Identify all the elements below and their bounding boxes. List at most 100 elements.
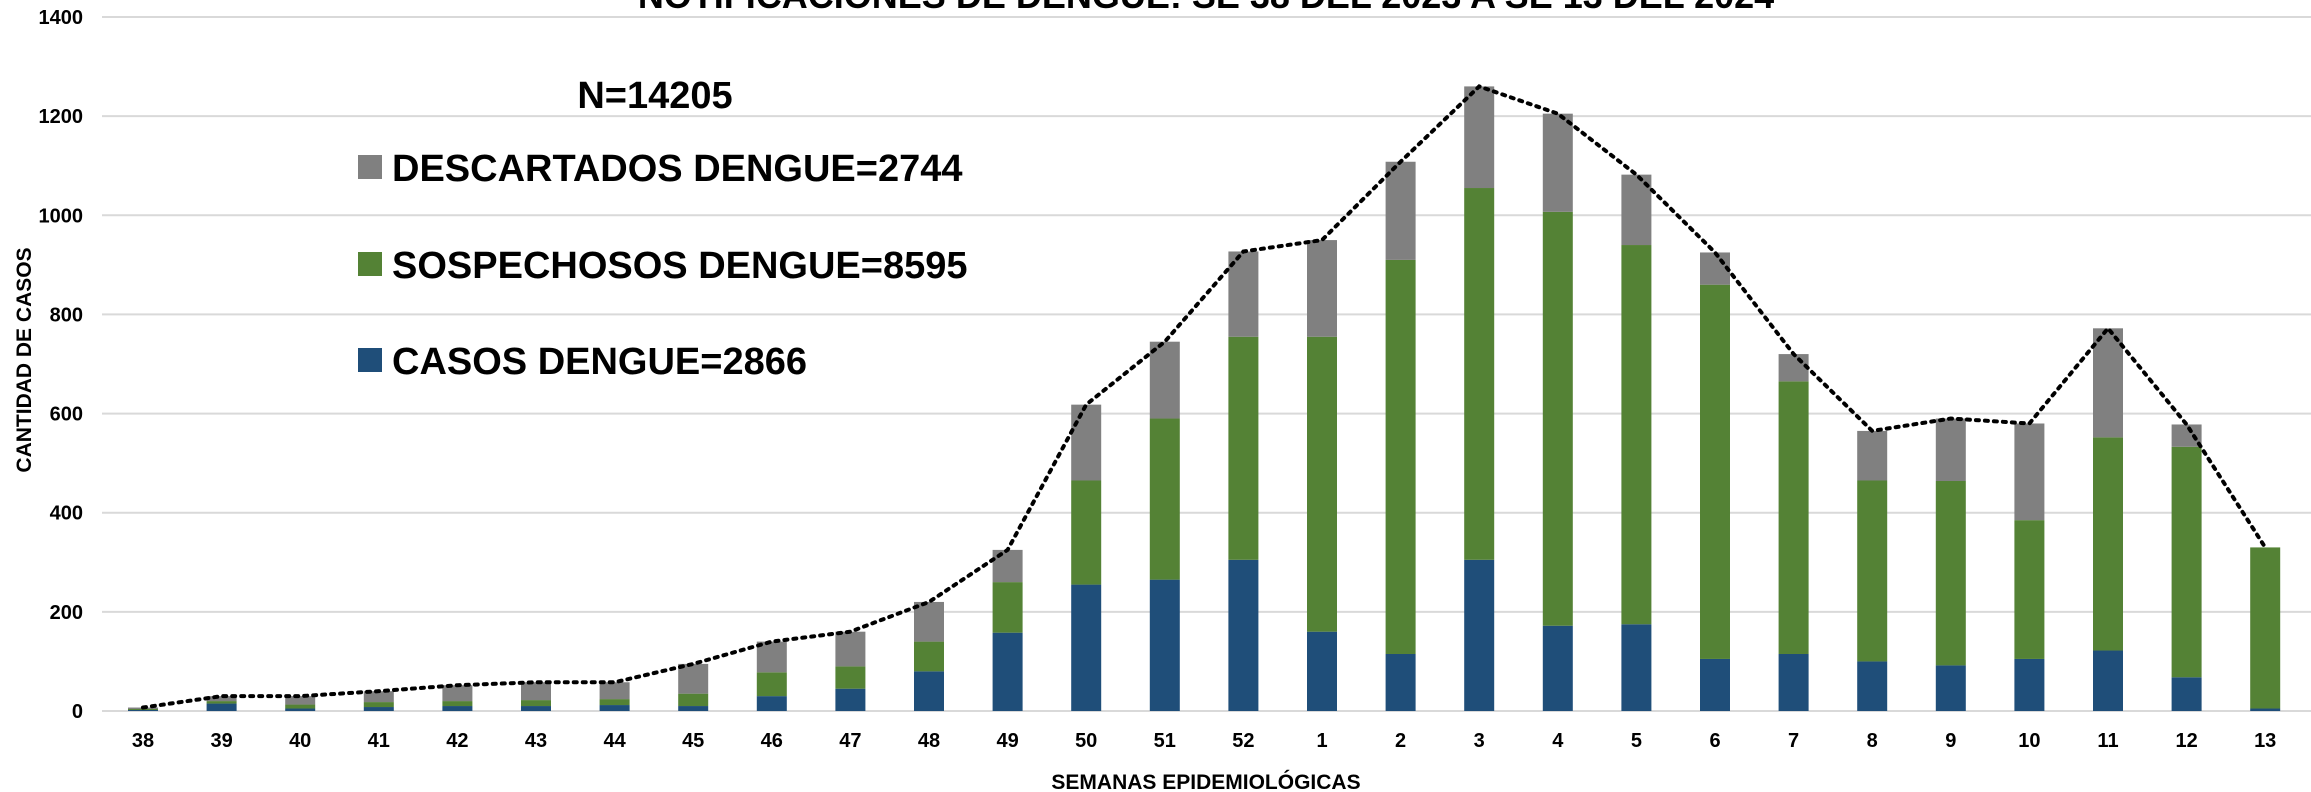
x-tick-label: 7 xyxy=(1788,730,1799,752)
bar-segment-0 xyxy=(128,710,158,711)
bar-segment-0 xyxy=(1857,661,1888,711)
bar-segment-2 xyxy=(1778,354,1809,382)
chart-title: NOTIFICACIONES DE DENGUE: SE 38 DEL 2023… xyxy=(638,0,1774,16)
bar-segment-2 xyxy=(599,682,630,700)
x-axis-title: SEMANAS EPIDEMIOLÓGICAS xyxy=(1051,770,1360,792)
bar-segment-1 xyxy=(442,701,473,707)
bar-segment-2 xyxy=(1149,341,1180,419)
x-tick-label: 10 xyxy=(2018,730,2040,752)
x-tick-label: 1 xyxy=(1316,730,1327,752)
legend-swatch-0 xyxy=(358,348,382,372)
bar-segment-1 xyxy=(363,702,394,708)
bar-segment-1 xyxy=(521,700,551,707)
x-tick-label: 42 xyxy=(446,730,468,752)
bar-segment-1 xyxy=(2250,547,2281,709)
bar-segment-0 xyxy=(835,688,866,711)
legend-swatch-1 xyxy=(358,252,382,276)
bar-segment-2 xyxy=(1385,161,1416,260)
bar-segment-1 xyxy=(206,701,237,704)
bar-segment-1 xyxy=(285,704,316,709)
y-tick-label: 1000 xyxy=(39,205,84,227)
bar-segment-2 xyxy=(1071,404,1102,481)
x-tick-label: 4 xyxy=(1552,730,1564,752)
bar-segment-0 xyxy=(756,696,787,711)
bar-segment-1 xyxy=(2171,446,2202,678)
y-tick-label: 600 xyxy=(50,404,83,426)
bar-segment-1 xyxy=(1542,211,1573,626)
bar-segment-0 xyxy=(442,706,473,711)
legend-label-2: DESCARTADOS DENGUE=2744 xyxy=(392,148,963,190)
bar-segment-2 xyxy=(2093,328,2123,438)
bar-segment-2 xyxy=(442,685,473,702)
bar-segment-0 xyxy=(1228,559,1259,711)
bar-segment-1 xyxy=(1385,259,1416,654)
bar-segment-2 xyxy=(206,696,237,702)
bar-segment-2 xyxy=(1935,418,1966,481)
bar-segment-0 xyxy=(678,706,709,711)
bar-segment-2 xyxy=(914,601,944,642)
x-axis-ticks: 38 39 40 41 42 43 44 45 46 47 48 49 50 51 52 1 2 3 4 5 6 7 8 9 1… xyxy=(132,730,2276,752)
bar-segment-1 xyxy=(756,672,787,697)
bar-segment-1 xyxy=(835,666,866,689)
bar-segment-1 xyxy=(1621,245,1652,625)
bar-segment-1 xyxy=(992,582,1023,633)
x-tick-label: 6 xyxy=(1709,730,1720,752)
bar-segment-2 xyxy=(363,691,394,703)
y-axis-title: CANTIDAD DE CASOS xyxy=(13,247,36,472)
x-tick-label: 46 xyxy=(761,730,783,752)
bar-segment-0 xyxy=(2171,677,2202,711)
trend-polyline xyxy=(141,84,2268,710)
bar-segment-1 xyxy=(1228,336,1259,560)
legend-swatch-2 xyxy=(358,155,382,179)
bar-segment-0 xyxy=(1071,584,1102,711)
bar-segment-0 xyxy=(1307,631,1337,711)
x-tick-label: 8 xyxy=(1867,730,1878,752)
legend-label-0: CASOS DENGUE=2866 xyxy=(392,341,807,383)
total-label: N=14205 xyxy=(577,75,732,117)
x-tick-label: 44 xyxy=(603,730,626,752)
bar-segment-1 xyxy=(1700,284,1730,659)
bar-segment-2 xyxy=(1464,86,1495,189)
bar-segment-0 xyxy=(599,705,630,711)
x-tick-label: 52 xyxy=(1232,730,1254,752)
legend-label-1: SOSPECHOSOS DENGUE=8595 xyxy=(392,245,968,287)
bar-segment-1 xyxy=(2014,520,2045,659)
bar-segment-2 xyxy=(2014,423,2045,521)
x-tick-label: 13 xyxy=(2254,730,2276,752)
bar-segment-2 xyxy=(285,696,316,705)
bar-segment-0 xyxy=(521,706,551,711)
bar-segment-0 xyxy=(1542,625,1573,711)
x-tick-label: 3 xyxy=(1474,730,1485,752)
x-tick-label: 41 xyxy=(368,730,390,752)
legend: DESCARTADOS DENGUE=2744 SOSPECHOSOS DENGU… xyxy=(358,148,968,383)
bar-segment-1 xyxy=(1935,480,1966,666)
bar-segment-0 xyxy=(1621,624,1652,711)
y-tick-label: 800 xyxy=(50,304,83,326)
bar-segment-1 xyxy=(914,641,944,672)
bar-segment-0 xyxy=(1385,653,1416,711)
bar-segment-1 xyxy=(1071,480,1102,585)
y-tick-label: 200 xyxy=(50,602,83,624)
y-tick-label: 0 xyxy=(72,701,83,723)
bar-segment-1 xyxy=(1857,480,1888,662)
bar-segment-2 xyxy=(1857,430,1888,481)
x-tick-label: 9 xyxy=(1945,730,1956,752)
trend-line xyxy=(141,84,2268,710)
bar-segment-2 xyxy=(1542,113,1573,212)
bar-segment-2 xyxy=(678,663,709,694)
bar-segment-0 xyxy=(363,707,394,711)
x-tick-label: 40 xyxy=(289,730,311,752)
bars xyxy=(128,86,2281,711)
y-tick-label: 1200 xyxy=(39,106,84,128)
bar-segment-1 xyxy=(2093,437,2123,651)
x-tick-label: 12 xyxy=(2175,730,2197,752)
bar-segment-2 xyxy=(521,682,551,701)
bar-segment-1 xyxy=(678,693,709,707)
x-tick-label: 48 xyxy=(918,730,940,752)
x-tick-label: 50 xyxy=(1075,730,1097,752)
x-tick-label: 43 xyxy=(525,730,547,752)
y-axis-ticks: 0 200 400 600 800 1000 1200 1400 xyxy=(39,7,84,723)
x-tick-label: 38 xyxy=(132,730,154,752)
bar-segment-1 xyxy=(1149,418,1180,580)
